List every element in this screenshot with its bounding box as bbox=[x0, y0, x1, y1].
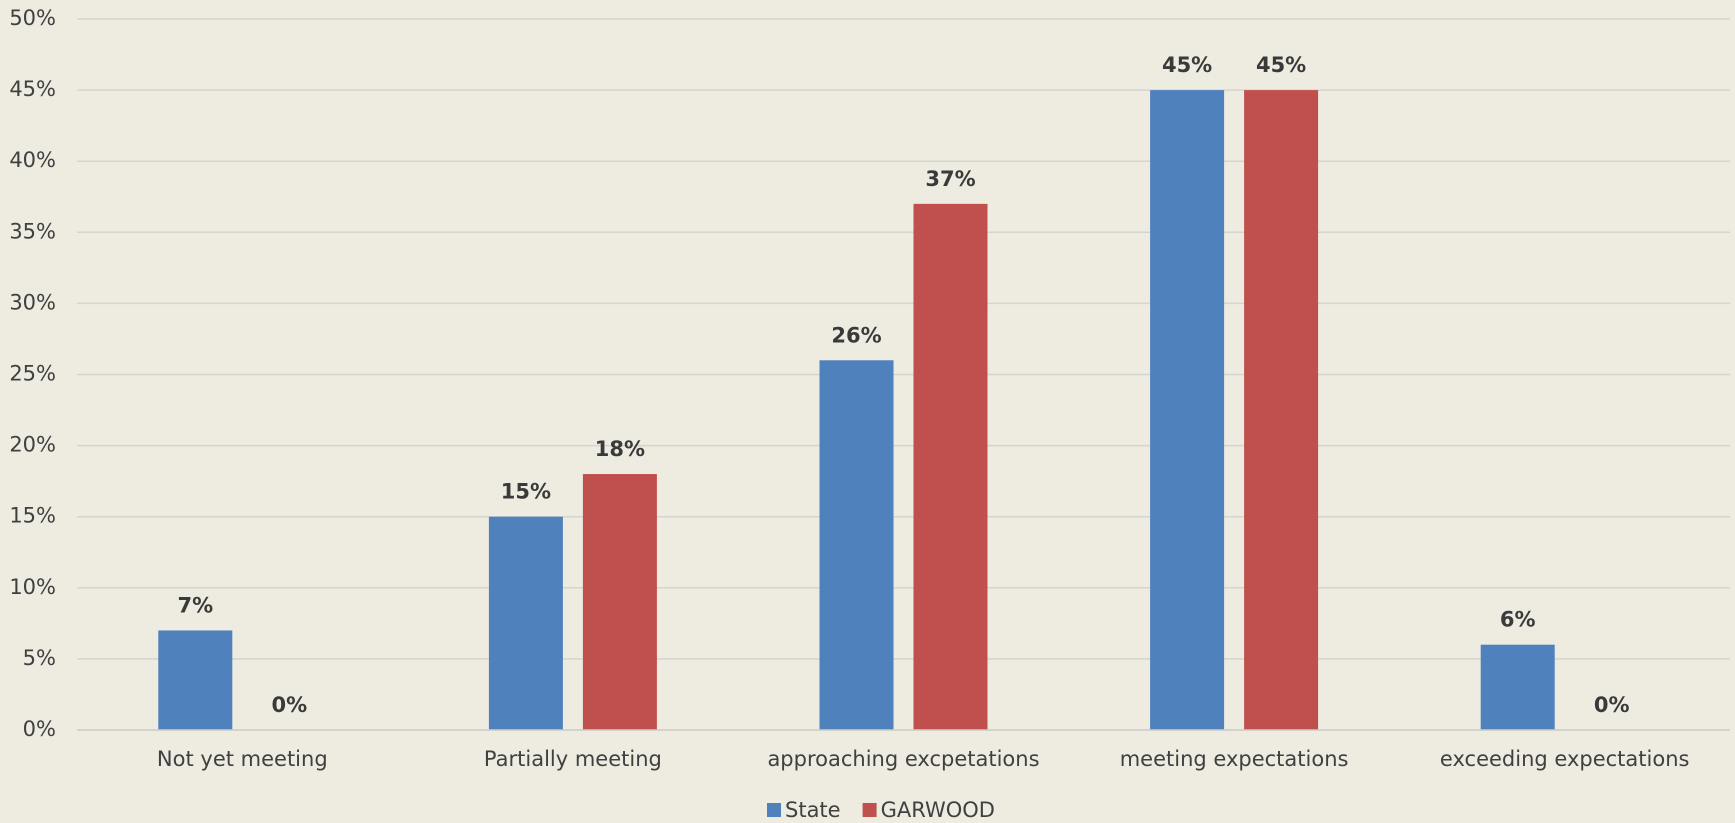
legend-label: State bbox=[785, 798, 841, 822]
data-label: 37% bbox=[925, 167, 975, 191]
y-tick-label: 45% bbox=[9, 77, 56, 101]
bar bbox=[158, 630, 233, 730]
y-tick-label: 40% bbox=[9, 148, 56, 172]
data-label: 0% bbox=[271, 693, 307, 717]
bar bbox=[913, 203, 988, 731]
x-tick-label: Partially meeting bbox=[484, 747, 662, 771]
y-tick-label: 10% bbox=[9, 575, 56, 599]
y-tick-label: 30% bbox=[9, 290, 56, 314]
data-label: 26% bbox=[831, 323, 881, 347]
y-tick-label: 25% bbox=[9, 362, 56, 386]
y-tick-label: 15% bbox=[9, 504, 56, 528]
legend-swatch bbox=[767, 803, 781, 817]
data-label: 7% bbox=[177, 593, 213, 617]
bar bbox=[582, 474, 657, 730]
bar bbox=[1244, 90, 1319, 731]
x-tick-label: Not yet meeting bbox=[157, 747, 328, 771]
bar bbox=[1480, 644, 1555, 730]
legend-swatch bbox=[862, 803, 877, 817]
x-tick-label: meeting expectations bbox=[1120, 747, 1349, 771]
bar bbox=[488, 516, 563, 730]
bar bbox=[1150, 90, 1225, 731]
y-tick-label: 35% bbox=[9, 219, 56, 243]
data-label: 45% bbox=[1162, 53, 1212, 77]
y-tick-label: 5% bbox=[23, 646, 56, 670]
legend-label: GARWOOD bbox=[881, 798, 995, 822]
y-tick-label: 0% bbox=[23, 717, 56, 741]
y-tick-label: 20% bbox=[9, 433, 56, 457]
data-label: 18% bbox=[595, 437, 645, 461]
x-tick-label: exceeding expectations bbox=[1440, 747, 1690, 771]
x-tick-label: approaching excpetations bbox=[767, 747, 1039, 771]
data-label: 45% bbox=[1256, 53, 1306, 77]
y-tick-label: 50% bbox=[9, 6, 56, 30]
data-label: 15% bbox=[501, 480, 551, 504]
bar bbox=[819, 360, 894, 730]
data-label: 0% bbox=[1594, 693, 1630, 717]
data-label: 6% bbox=[1500, 608, 1536, 632]
